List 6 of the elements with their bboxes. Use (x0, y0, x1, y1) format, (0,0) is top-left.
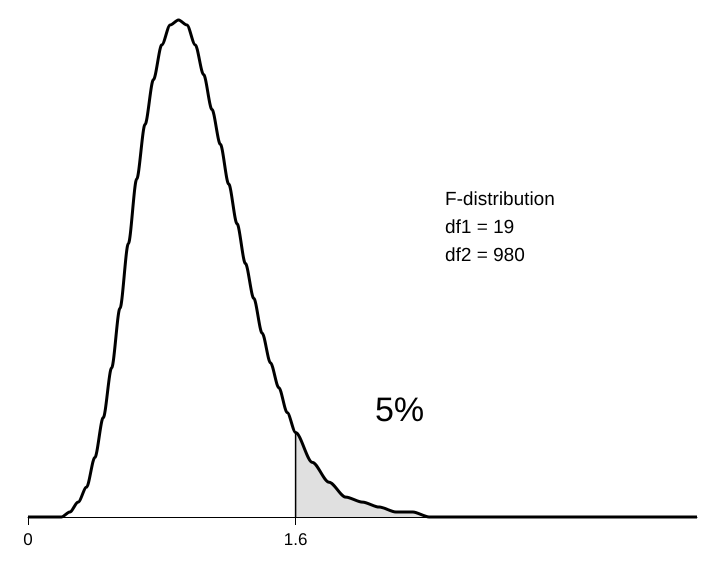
annotation: df2 = 980 (445, 245, 525, 266)
annotation: df1 = 19 (445, 217, 514, 238)
x-tick-label: 1.6 (284, 530, 308, 549)
annotation: F-distribution (445, 189, 555, 210)
x-tick-label: 0 (23, 530, 33, 549)
annotation: 5% (375, 391, 424, 429)
